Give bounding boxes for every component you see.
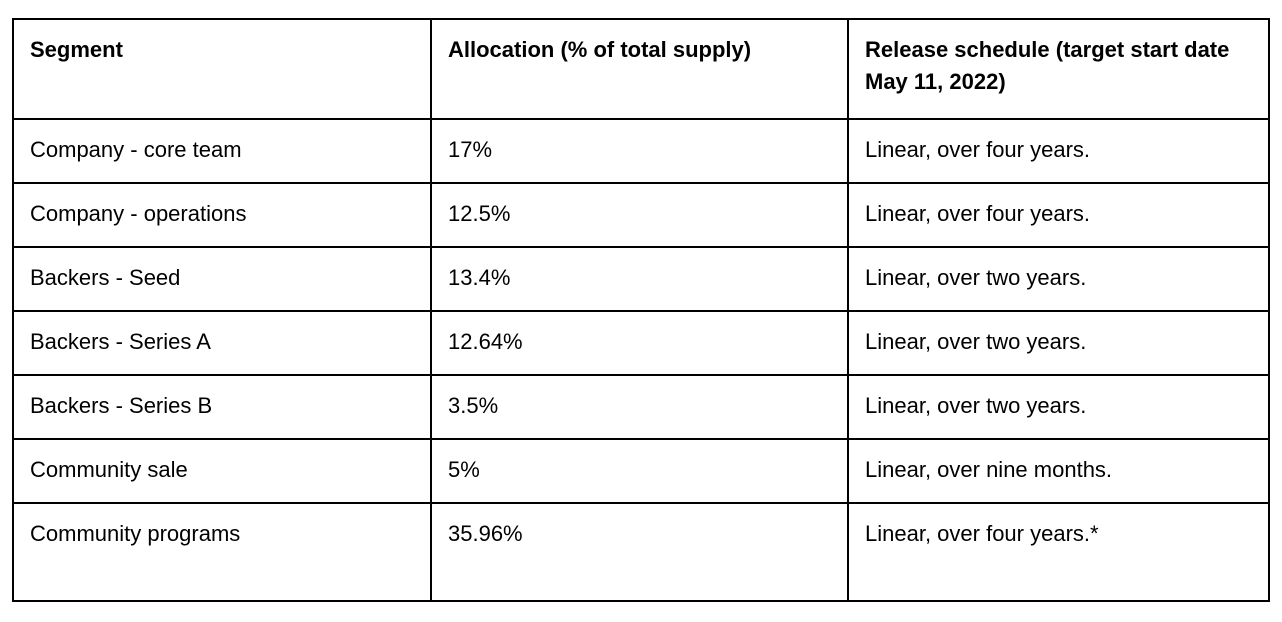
table-row: Company - operations 12.5% Linear, over … (12, 182, 1270, 248)
release-cell: Linear, over two years. (847, 310, 1270, 376)
segment-cell: Community programs (12, 502, 432, 602)
allocation-cell: 5% (430, 438, 849, 504)
segment-cell: Company - core team (12, 118, 432, 184)
segment-cell: Company - operations (12, 182, 432, 248)
allocation-cell: 17% (430, 118, 849, 184)
allocation-cell: 13.4% (430, 246, 849, 312)
table-row: Community programs 35.96% Linear, over f… (12, 502, 1270, 602)
column-header-allocation: Allocation (% of total supply) (430, 18, 849, 120)
column-header-release: Release schedule (target start date May … (847, 18, 1270, 120)
table-row: Community sale 5% Linear, over nine mont… (12, 438, 1270, 504)
token-allocation-table: Segment Allocation (% of total supply) R… (12, 18, 1270, 602)
release-cell: Linear, over nine months. (847, 438, 1270, 504)
release-cell: Linear, over two years. (847, 374, 1270, 440)
release-cell: Linear, over four years. (847, 118, 1270, 184)
allocation-cell: 12.5% (430, 182, 849, 248)
table-row: Backers - Series A 12.64% Linear, over t… (12, 310, 1270, 376)
table-row: Company - core team 17% Linear, over fou… (12, 118, 1270, 184)
allocation-cell: 35.96% (430, 502, 849, 602)
allocation-cell: 3.5% (430, 374, 849, 440)
table-row: Backers - Seed 13.4% Linear, over two ye… (12, 246, 1270, 312)
release-cell: Linear, over four years. (847, 182, 1270, 248)
release-cell: Linear, over four years.* (847, 502, 1270, 602)
allocation-cell: 12.64% (430, 310, 849, 376)
column-header-segment: Segment (12, 18, 432, 120)
segment-cell: Backers - Series A (12, 310, 432, 376)
release-cell: Linear, over two years. (847, 246, 1270, 312)
segment-cell: Backers - Series B (12, 374, 432, 440)
table-row: Backers - Series B 3.5% Linear, over two… (12, 374, 1270, 440)
table-header-row: Segment Allocation (% of total supply) R… (12, 18, 1270, 120)
segment-cell: Community sale (12, 438, 432, 504)
segment-cell: Backers - Seed (12, 246, 432, 312)
